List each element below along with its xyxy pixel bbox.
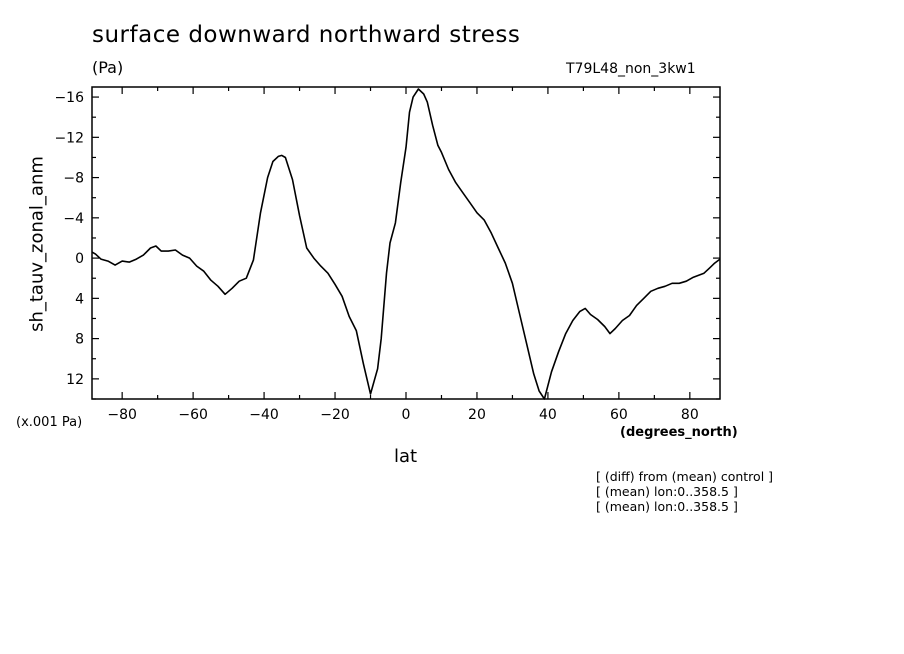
scale-factor-label: (x.001 Pa) [16,415,83,430]
series-line [91,88,721,400]
x-tick-label: 80 [681,407,699,423]
x-tick-label: 60 [610,407,628,423]
y-tick-label: −8 [63,171,84,187]
annotation-block: [ (diff) from (mean) control ] [ (mean) … [596,469,773,514]
x-tick-label: 0 [402,407,411,423]
annotation-line: [ (mean) lon:0..358.5 ] [596,484,738,499]
annotation-line: [ (diff) from (mean) control ] [596,469,774,484]
y-tick-label: −4 [63,211,84,227]
x-tick-label: −60 [178,407,208,423]
run-name-label: T79L48_non_3kw1 [566,61,696,77]
x-tick-label: −20 [320,407,350,423]
y-tick-label: 12 [66,372,84,388]
units-label: (Pa) [92,58,124,77]
chart-title: surface downward northward stress [92,22,521,48]
y-tick-label: 4 [75,291,84,307]
plot-frame [91,86,721,400]
x-tick-label: 40 [539,407,557,423]
annotation-line: [ (mean) lon:0..358.5 ] [596,499,738,514]
y-tick-label: 8 [75,332,84,348]
axis-ticks [92,87,720,400]
y-tick-label: 0 [75,251,84,267]
x-tick-label: −40 [249,407,279,423]
x-units-label: (degrees_north) [620,425,738,440]
y-tick-label: −12 [54,130,84,146]
x-tick-label: 20 [468,407,486,423]
y-tick-label: −16 [54,90,84,106]
x-axis-label: lat [394,446,418,467]
x-tick-label: −80 [107,407,137,423]
